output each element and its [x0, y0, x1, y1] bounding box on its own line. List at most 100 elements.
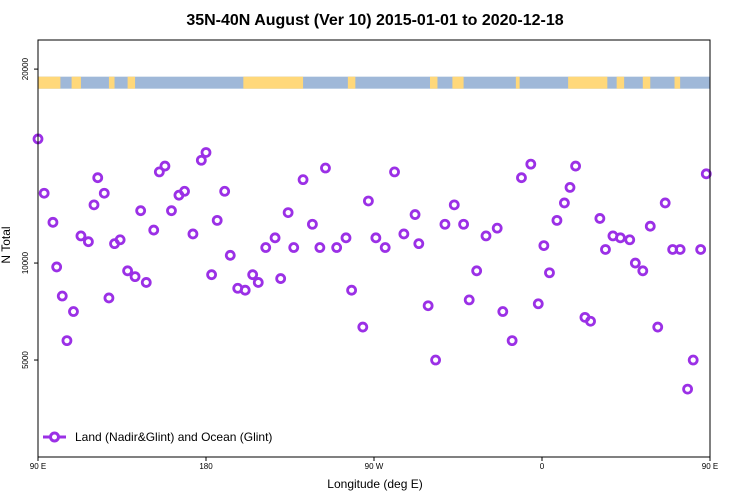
data-point-0-33	[239, 284, 251, 296]
x-tick-label-1: 180	[199, 462, 213, 471]
data-point-0-21	[159, 160, 171, 172]
data-point-0-67	[516, 172, 527, 184]
x-tick-label-4: 90 E	[702, 462, 718, 471]
data-point-0-17	[135, 205, 147, 217]
data-point-0-78	[594, 213, 606, 224]
data-point-0-35	[252, 277, 264, 288]
data-point-0-62	[471, 265, 483, 277]
data-point-0-28	[206, 269, 218, 281]
band-land-3	[127, 76, 136, 89]
data-point-0-46	[340, 232, 352, 244]
chart-title: 35N-40N August (Ver 10) 2015-01-01 to 20…	[186, 12, 563, 29]
data-point-0-34	[247, 269, 259, 281]
data-point-0-11	[98, 187, 110, 199]
band-land-10	[616, 76, 625, 89]
band-land-7	[452, 76, 464, 89]
data-point-0-14	[114, 234, 126, 246]
band-land-11	[642, 76, 651, 89]
data-point-0-15	[122, 265, 133, 277]
data-point-0-24	[179, 185, 190, 197]
data-point-0-70	[538, 240, 550, 251]
data-point-0-68	[525, 158, 537, 170]
x-tick-label-0: 90 E	[30, 462, 46, 471]
data-point-0-40	[288, 242, 300, 253]
data-point-0-47	[346, 284, 358, 296]
data-point-0-58	[439, 218, 451, 230]
data-point-0-50	[370, 232, 382, 244]
data-point-0-5	[61, 335, 73, 347]
data-point-0-44	[320, 162, 331, 174]
data-point-0-63	[480, 230, 492, 242]
data-point-0-66	[506, 335, 518, 347]
band-land-1	[71, 76, 81, 89]
data-point-0-57	[430, 354, 442, 366]
data-point-0-10	[92, 172, 104, 184]
data-point-0-74	[564, 182, 576, 193]
data-point-0-60	[458, 218, 470, 230]
data-point-0-52	[389, 166, 400, 178]
band-land-2	[108, 76, 115, 89]
data-point-0-90	[682, 383, 693, 395]
data-point-0-12	[103, 292, 115, 304]
data-point-0-64	[491, 222, 503, 234]
band-land-9	[568, 76, 608, 89]
data-points	[32, 133, 712, 395]
data-point-0-84	[637, 265, 649, 277]
x-axis: 90 E 180 90 W 0 90 E	[30, 457, 718, 471]
data-point-0-39	[282, 207, 294, 219]
data-point-0-9	[88, 199, 100, 211]
data-point-0-49	[362, 195, 374, 207]
data-point-0-42	[306, 218, 318, 230]
data-point-0-61	[463, 294, 475, 306]
data-point-0-38	[275, 273, 287, 284]
data-point-0-93	[700, 168, 712, 180]
data-point-0-18	[140, 277, 152, 288]
legend-marker	[49, 431, 60, 443]
data-point-0-4	[56, 290, 68, 302]
data-point-0-27	[200, 147, 212, 158]
data-point-0-71	[544, 267, 555, 279]
legend: Land (Nadir&Glint) and Ocean (Glint)	[43, 430, 272, 444]
coverage-band	[38, 76, 710, 89]
data-point-0-75	[570, 160, 581, 172]
x-tick-label-3: 0	[540, 462, 545, 471]
data-point-0-8	[83, 236, 94, 248]
data-point-0-16	[129, 271, 141, 283]
band-land-5	[347, 76, 356, 89]
data-point-0-41	[297, 174, 309, 186]
data-point-0-92	[695, 244, 707, 255]
data-point-0-43	[314, 242, 326, 253]
data-point-0-48	[357, 321, 369, 333]
data-point-0-26	[195, 154, 207, 166]
data-point-0-73	[559, 197, 570, 209]
data-point-0-37	[269, 232, 281, 244]
data-point-0-30	[219, 185, 231, 197]
data-point-0-6	[68, 306, 79, 317]
y-tick-label-2: 20000	[21, 57, 30, 80]
data-point-0-54	[409, 209, 421, 220]
data-point-0-20	[153, 166, 165, 178]
y-tick-label-1: 10000	[21, 251, 30, 274]
data-point-0-29	[211, 214, 223, 226]
data-point-0-1	[38, 187, 50, 199]
data-point-0-72	[551, 214, 563, 226]
data-point-0-31	[224, 249, 236, 261]
data-point-0-86	[652, 321, 664, 333]
data-point-0-87	[659, 197, 671, 209]
data-point-0-59	[448, 199, 460, 211]
data-point-0-53	[398, 228, 410, 240]
data-point-0-25	[187, 228, 199, 240]
data-point-0-79	[600, 244, 611, 255]
data-point-0-2	[47, 216, 59, 228]
y-axis-label: N Total	[0, 226, 13, 263]
data-point-0-81	[615, 232, 626, 244]
band-ocean	[38, 76, 710, 89]
x-axis-label: Longitude (deg E)	[327, 477, 422, 491]
data-point-0-69	[532, 298, 544, 310]
data-point-0-56	[422, 300, 434, 312]
data-point-0-45	[331, 242, 343, 253]
data-point-0-89	[674, 244, 686, 255]
data-point-0-83	[629, 257, 641, 269]
data-point-0-51	[379, 242, 391, 253]
